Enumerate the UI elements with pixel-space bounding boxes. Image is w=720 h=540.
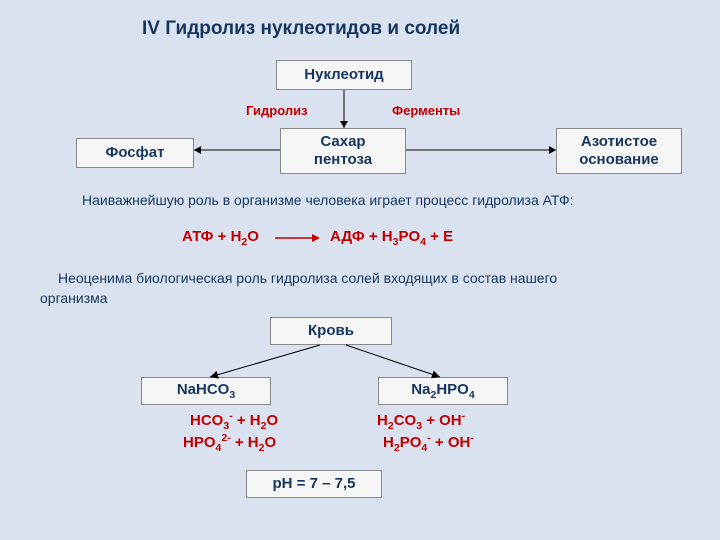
box-phosphate: Фосфат [76, 138, 194, 168]
label-nahco3: NaHCO3 [177, 381, 235, 402]
label-base-1: Азотистое [581, 133, 657, 151]
label-hydrolysis: Гидролиз [246, 103, 308, 118]
label-nucleotide: Нуклеотид [304, 66, 383, 84]
label-sugar-2: пентоза [314, 151, 372, 169]
eq-hco3-left: HCO3- + H2O [190, 410, 278, 432]
box-nucleotide: Нуклеотид [276, 60, 412, 90]
label-phosphate: Фосфат [106, 144, 165, 162]
eq-hco3-right: H2CO3 + OH- [377, 410, 465, 432]
box-base: Азотистоеоснование [556, 128, 682, 174]
box-nahco3: NaHCO3 [141, 377, 271, 405]
label-base-2: основание [579, 151, 659, 169]
eq-atp-right: АДФ + H3PO4 + E [330, 228, 453, 248]
box-na2hpo4: Na2HPO4 [378, 377, 508, 405]
paragraph-1: Наиважнейшую роль в организме человека и… [82, 192, 574, 208]
eq-hpo4-left: HPO42- + H2O [183, 432, 276, 454]
box-sugar: Сахарпентоза [280, 128, 406, 174]
page-title: IV Гидролиз нуклеотидов и солей [142, 18, 460, 40]
eq-hpo4-right: H2PO4- + OH- [383, 432, 474, 454]
label-na2hpo4: Na2HPO4 [411, 381, 474, 402]
paragraph-2b: организма [40, 290, 108, 306]
paragraph-2a: Неоценима биологическая роль гидролиза с… [58, 270, 557, 286]
eq-atp-left: АТФ + H2O [182, 228, 259, 248]
box-blood: Кровь [270, 317, 392, 345]
label-sugar-1: Сахар [320, 133, 365, 151]
label-ph: pH = 7 – 7,5 [273, 475, 356, 493]
box-ph: pH = 7 – 7,5 [246, 470, 382, 498]
label-blood: Кровь [308, 322, 354, 340]
arrow-atp [275, 233, 320, 243]
label-enzymes: Ферменты [392, 103, 460, 118]
